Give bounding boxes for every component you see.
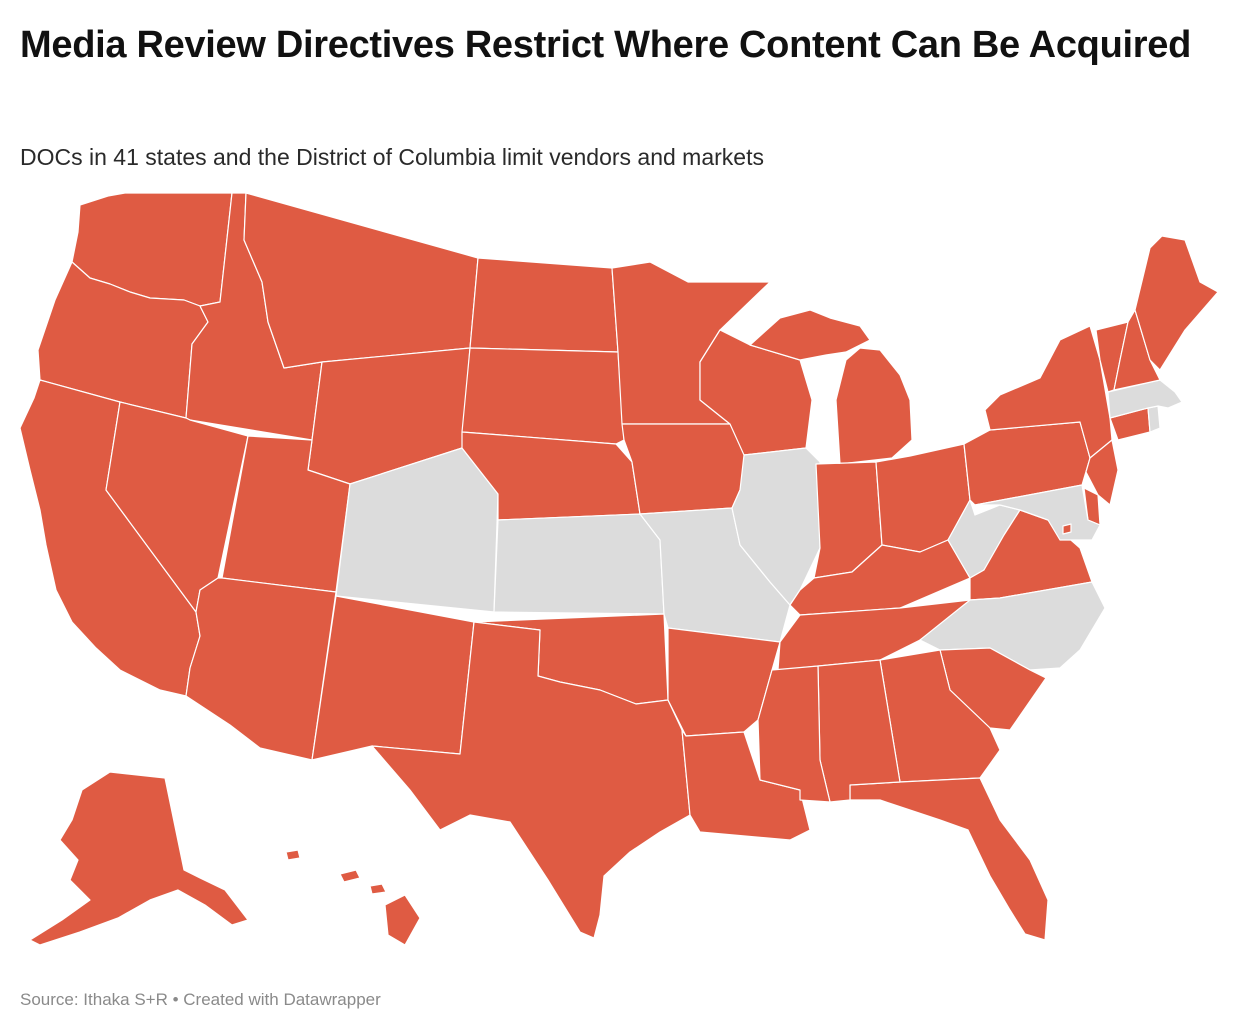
state-fl[interactable] (849, 777, 1049, 941)
state-ms[interactable] (757, 665, 831, 803)
state-mi[interactable] (835, 347, 913, 465)
state-dc[interactable] (1062, 523, 1072, 535)
chart-subtitle: DOCs in 41 states and the District of Co… (20, 144, 764, 170)
source-credit: Source: Ithaka S+R • Created with Datawr… (20, 990, 381, 1009)
state-me[interactable] (1134, 235, 1219, 371)
state-az[interactable] (185, 577, 337, 761)
state-sd[interactable] (461, 347, 625, 445)
state-ak[interactable] (29, 771, 249, 946)
state-nm[interactable] (311, 595, 475, 761)
state-ri[interactable] (1147, 405, 1161, 433)
state-ma[interactable] (1107, 379, 1183, 419)
state-tx[interactable] (371, 621, 691, 939)
state-mi-upper-peninsula[interactable] (749, 309, 871, 361)
state-nj[interactable] (1085, 439, 1119, 506)
state-ar[interactable] (667, 627, 781, 737)
state-mt[interactable] (243, 192, 479, 369)
chart-title: Media Review Directives Restrict Where C… (20, 24, 1191, 66)
state-ny[interactable] (984, 325, 1113, 459)
lake-michigan (806, 350, 842, 464)
state-ks[interactable] (493, 513, 665, 615)
state-hi[interactable] (285, 849, 421, 946)
state-ia[interactable] (621, 423, 751, 515)
state-nd[interactable] (469, 257, 619, 353)
state-la[interactable] (681, 729, 811, 841)
